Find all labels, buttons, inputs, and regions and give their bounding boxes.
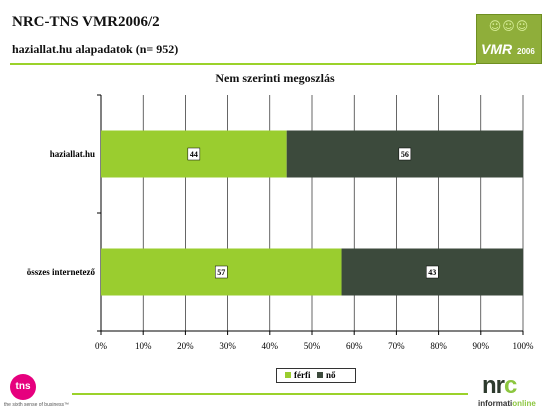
footer-divider: [72, 393, 468, 395]
vmr-logo-text: VMR: [481, 41, 513, 57]
tns-tagline: the sixth sense of business™: [4, 402, 70, 408]
nrc-logo: nrc: [482, 372, 517, 399]
x-tick-label: 20%: [177, 341, 194, 351]
data-label: 56: [401, 150, 409, 159]
x-tick-label: 30%: [219, 341, 236, 351]
data-label: 44: [190, 150, 198, 159]
legend-swatch-ferfi: [285, 372, 291, 378]
data-label-box: [398, 147, 412, 161]
data-label: 57: [217, 268, 225, 277]
x-tick-label: 10%: [135, 341, 152, 351]
x-tick-label: 90%: [473, 341, 490, 351]
chart-title: Nem szerinti megoszlás: [215, 71, 335, 85]
vmr-logo: ☺☺☺ VMR 2006: [476, 14, 542, 64]
page-title: NRC-TNS VMR2006/2: [12, 14, 160, 30]
vmr-logo-year: 2006: [517, 47, 535, 56]
x-tick-label: 50%: [304, 341, 321, 351]
data-label-box: [426, 265, 439, 279]
legend-swatch-no: [317, 372, 323, 378]
category-label: haziallat.hu: [50, 149, 95, 159]
x-tick-label: 70%: [388, 341, 405, 351]
info-logo-online: online: [512, 399, 536, 408]
legend-label-ferfi: férfi: [294, 370, 311, 380]
page-subtitle: haziallat.hu alapadatok (n= 952): [12, 42, 179, 56]
x-tick-label: 0%: [95, 341, 108, 351]
category-label: összes internetező: [27, 267, 96, 277]
x-tick-label: 60%: [346, 341, 363, 351]
x-tick-label: 100%: [513, 341, 535, 351]
x-tick-label: 80%: [430, 341, 447, 351]
legend-label-no: nő: [326, 370, 336, 380]
nrc-logo-n: nr: [482, 372, 505, 399]
x-tick-label: 40%: [262, 341, 279, 351]
people-icon: ☺☺☺: [488, 19, 530, 33]
data-label-box: [215, 265, 228, 279]
tns-logo: tns: [10, 374, 36, 400]
bar-chart: 0% 10% 20% 30% 40% 50% 60% 70% 80% 90% 100% haziall…: [27, 94, 535, 351]
info-logo-main: informati: [478, 399, 513, 408]
chart-legend: férfi nő: [276, 368, 356, 383]
data-label-box: [187, 147, 201, 161]
informatiionline-logo: informationline: [478, 399, 536, 408]
nrc-logo-c: c: [504, 372, 517, 399]
header-divider: [10, 63, 476, 65]
data-label: 43: [428, 268, 436, 277]
